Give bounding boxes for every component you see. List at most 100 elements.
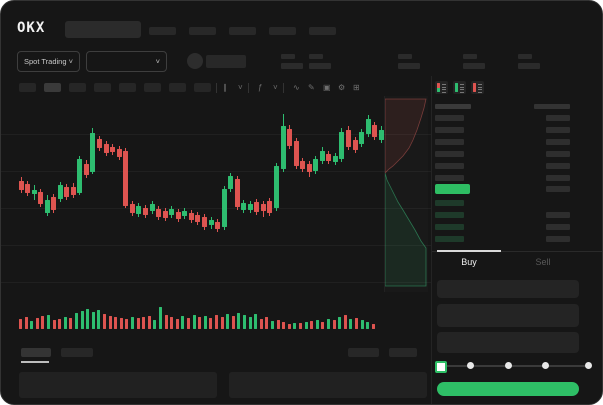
nav-item[interactable]: [269, 27, 296, 35]
market-type-selector[interactable]: Spot Trading ˅: [17, 51, 80, 72]
amount-slider-track[interactable]: [439, 365, 587, 367]
candle-body: [64, 187, 69, 197]
volume-bar: [192, 315, 196, 329]
bottom-panel-right: [229, 372, 427, 398]
grid-line: [1, 282, 431, 283]
book-asks-icon[interactable]: [471, 81, 484, 94]
fullscreen-icon[interactable]: ⊞: [353, 83, 360, 92]
ask-price-placeholder: [435, 175, 464, 181]
amount-slider-handle[interactable]: [435, 361, 447, 373]
ask-price-placeholder: [435, 151, 464, 157]
interval-pill[interactable]: [94, 83, 111, 92]
last-price-badge[interactable]: [435, 184, 470, 194]
icon-lines: [478, 84, 482, 94]
bottom-panel-left: [19, 372, 217, 398]
candle-type-icon[interactable]: ∥: [223, 83, 227, 92]
grid-line: [1, 134, 431, 135]
volume-bar: [131, 317, 134, 329]
grid-line: [1, 171, 431, 172]
book-bids-icon[interactable]: [453, 81, 466, 94]
candle-body: [294, 141, 299, 166]
toolbar-divider: [248, 83, 249, 93]
interval-pill[interactable]: [44, 83, 61, 92]
chevron-down-icon[interactable]: ˅: [273, 83, 278, 92]
trade-input-field[interactable]: [437, 332, 579, 353]
bid-row[interactable]: [431, 210, 602, 222]
interval-pill[interactable]: [119, 83, 136, 92]
slider-stop-dot[interactable]: [467, 362, 474, 369]
volume-bar: [187, 318, 190, 329]
nav-item[interactable]: [229, 27, 256, 35]
sell-tab[interactable]: Sell: [535, 257, 551, 267]
bid-row[interactable]: [431, 234, 602, 246]
candle-body: [235, 179, 240, 207]
buy-submit-button[interactable]: [437, 382, 579, 396]
ask-row[interactable]: [431, 173, 602, 185]
chart-bottom-tab[interactable]: [61, 348, 93, 357]
volume-bar: [108, 316, 112, 329]
stat-label-placeholder: [518, 54, 532, 59]
candle-body: [51, 197, 56, 210]
volume-bar: [293, 323, 297, 329]
ask-row[interactable]: [431, 137, 602, 149]
icon-red-half: [437, 83, 440, 88]
candle-body: [215, 222, 220, 229]
snapshot-icon[interactable]: ▣: [323, 83, 331, 92]
interval-pill[interactable]: [169, 83, 186, 92]
candle-body: [38, 192, 43, 204]
interval-pill[interactable]: [144, 83, 161, 92]
bid-row[interactable]: [431, 198, 602, 210]
chart-bottom-tab[interactable]: [348, 348, 379, 357]
candle-body: [143, 208, 148, 215]
ask-row[interactable]: [431, 125, 602, 137]
compare-wave-icon[interactable]: ∿: [293, 83, 300, 92]
chevron-down-icon[interactable]: ˅: [238, 83, 243, 92]
candlestick-chart[interactable]: [1, 97, 431, 297]
settings-gear-icon[interactable]: ⚙: [338, 83, 346, 92]
volume-bar: [215, 315, 218, 329]
volume-bar: [136, 318, 140, 329]
nav-item[interactable]: [309, 27, 336, 35]
search-input[interactable]: [65, 21, 141, 38]
candle-body: [195, 215, 200, 222]
ask-row[interactable]: [431, 161, 602, 173]
slider-stop-dot[interactable]: [505, 362, 512, 369]
candle-body: [84, 164, 89, 175]
trade-input-field[interactable]: [437, 304, 579, 327]
nav-item[interactable]: [189, 27, 216, 35]
candle-body: [287, 129, 292, 146]
volume-bar: [159, 307, 162, 329]
slider-stop-dot[interactable]: [585, 362, 592, 369]
candle-body: [313, 159, 318, 171]
candle-body: [248, 204, 253, 210]
candle-body: [32, 190, 37, 194]
trade-input-field[interactable]: [437, 280, 579, 298]
nav-item[interactable]: [149, 27, 176, 35]
candle-body: [182, 211, 187, 216]
book-combined-icon[interactable]: [435, 81, 448, 94]
slider-stop-dot[interactable]: [542, 362, 549, 369]
interval-pill[interactable]: [194, 83, 211, 92]
ask-price-placeholder: [435, 163, 464, 169]
ask-amount-placeholder: [546, 115, 570, 121]
candle-body: [150, 204, 155, 211]
candle-body: [169, 209, 174, 215]
pair-selector[interactable]: ˅: [86, 51, 167, 72]
volume-bar: [209, 318, 213, 329]
volume-bar: [119, 318, 123, 329]
indicator-icon[interactable]: ƒ: [258, 83, 263, 92]
coin-icon: [187, 53, 203, 69]
ask-row[interactable]: [431, 113, 602, 125]
buy-tab[interactable]: Buy: [461, 257, 477, 267]
interval-pill[interactable]: [69, 83, 86, 92]
chart-bottom-tab-active[interactable]: [21, 348, 51, 357]
chart-bottom-tab[interactable]: [389, 348, 417, 357]
ask-row[interactable]: [431, 149, 602, 161]
volume-bar: [47, 315, 50, 329]
ask-price-placeholder: [435, 127, 464, 133]
bid-row[interactable]: [431, 222, 602, 234]
draw-pencil-icon[interactable]: ✎: [308, 83, 315, 92]
candle-body: [176, 212, 181, 219]
interval-pill[interactable]: [19, 83, 36, 92]
volume-histogram: [1, 297, 431, 333]
